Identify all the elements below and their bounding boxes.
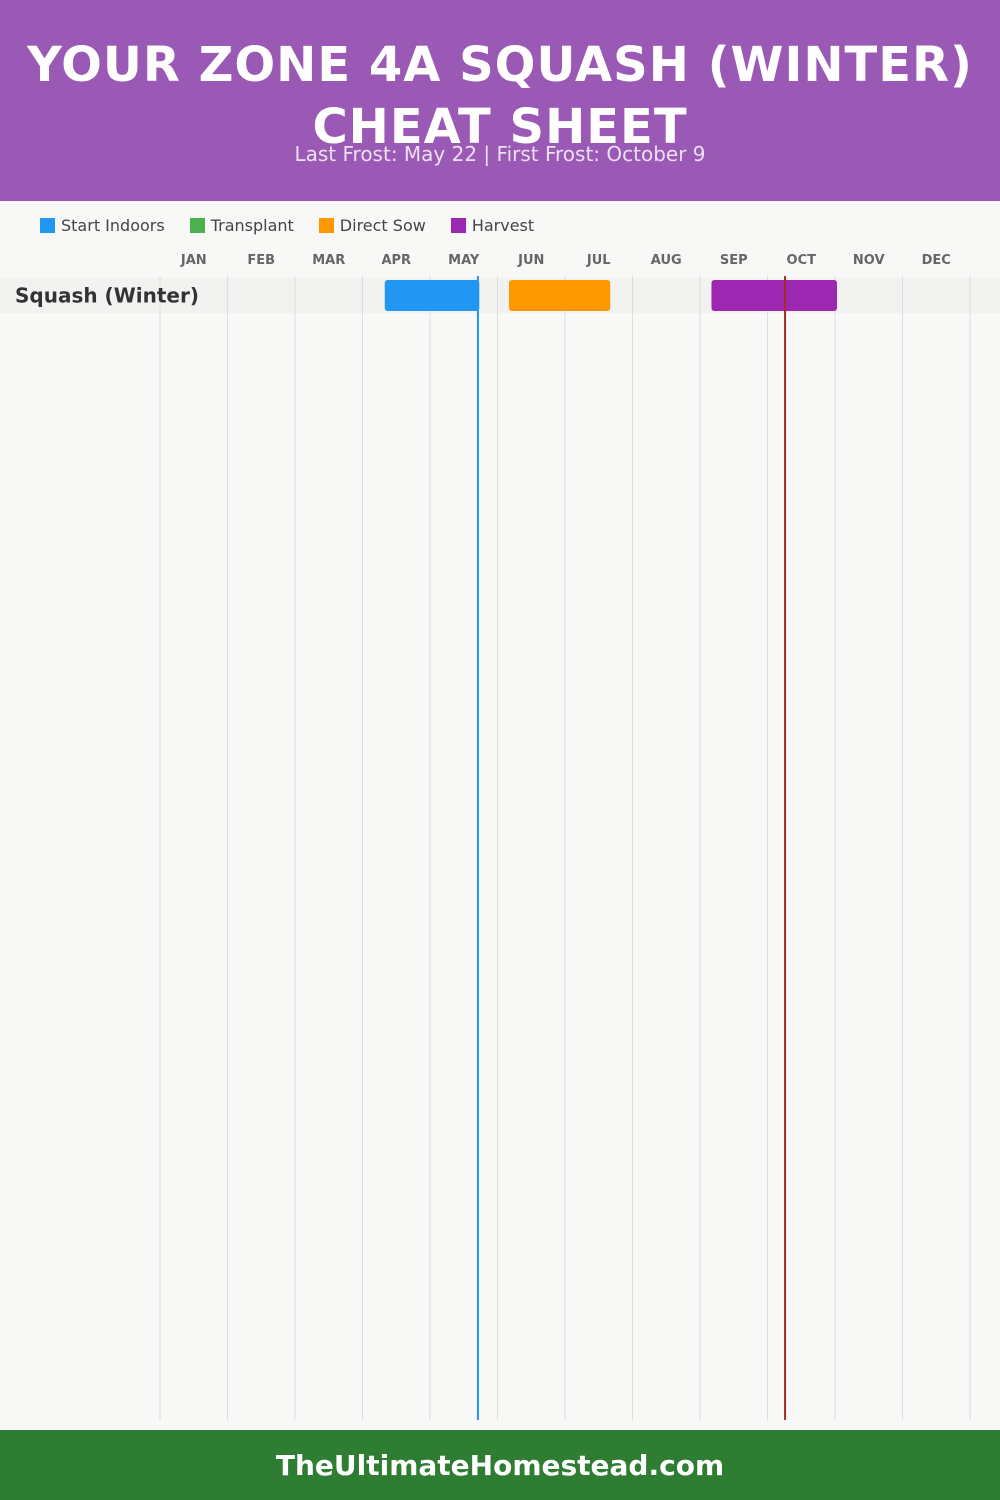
row-label: Squash (Winter) <box>15 284 199 308</box>
month-label-may: MAY <box>448 253 480 268</box>
month-label-feb: FEB <box>247 253 275 268</box>
footer-banner: TheUltimateHomestead.com <box>0 1430 1000 1500</box>
frost-dates-subtitle: Last Frost: May 22 | First Frost: Octobe… <box>294 142 706 166</box>
legend-item-transplant: Transplant <box>189 215 294 235</box>
month-label-oct: OCT <box>787 253 817 268</box>
legend-swatch-direct-sow <box>318 217 334 233</box>
month-label-nov: NOV <box>853 253 885 268</box>
legend-swatch-transplant <box>189 217 205 233</box>
month-label-mar: MAR <box>312 253 345 268</box>
legend-label-start-indoors: Start Indoors <box>61 215 165 235</box>
legend-label-harvest: Harvest <box>471 215 535 235</box>
legend-label-transplant: Transplant <box>210 215 294 235</box>
month-label-jan: JAN <box>180 253 207 268</box>
planting-calendar-chart: JAN FEB MAR APR MAY JUN JUL AUG SEP OCT NOV DEC Squa… <box>0 253 1000 1420</box>
bar-direct-sow <box>508 280 611 311</box>
month-label-aug: AUG <box>651 253 682 268</box>
legend-item-direct-sow: Direct Sow <box>318 215 426 235</box>
header-banner: YOUR ZONE 4A SQUASH (WINTER) CHEAT SHEET… <box>0 0 1000 201</box>
bar-start-indoors <box>384 280 480 311</box>
month-label-sep: SEP <box>720 253 748 268</box>
bar-harvest <box>711 280 838 311</box>
legend-item-harvest: Harvest <box>450 215 535 235</box>
month-label-jun: JUN <box>517 253 544 268</box>
month-label-apr: APR <box>381 253 411 268</box>
legend: Start Indoors Transplant Direct Sow Harv… <box>40 214 559 236</box>
legend-swatch-start-indoors <box>40 217 55 233</box>
legend-item-start-indoors: Start Indoors <box>40 216 165 235</box>
footer-website[interactable]: TheUltimateHomestead.com <box>275 1448 725 1482</box>
month-label-jul: JUL <box>586 253 611 268</box>
legend-label-direct-sow: Direct Sow <box>339 215 426 235</box>
legend-swatch-harvest <box>450 217 466 233</box>
month-label-dec: DEC <box>922 253 951 268</box>
page-title: YOUR ZONE 4A SQUASH (WINTER) CHEAT SHEET <box>27 37 973 155</box>
